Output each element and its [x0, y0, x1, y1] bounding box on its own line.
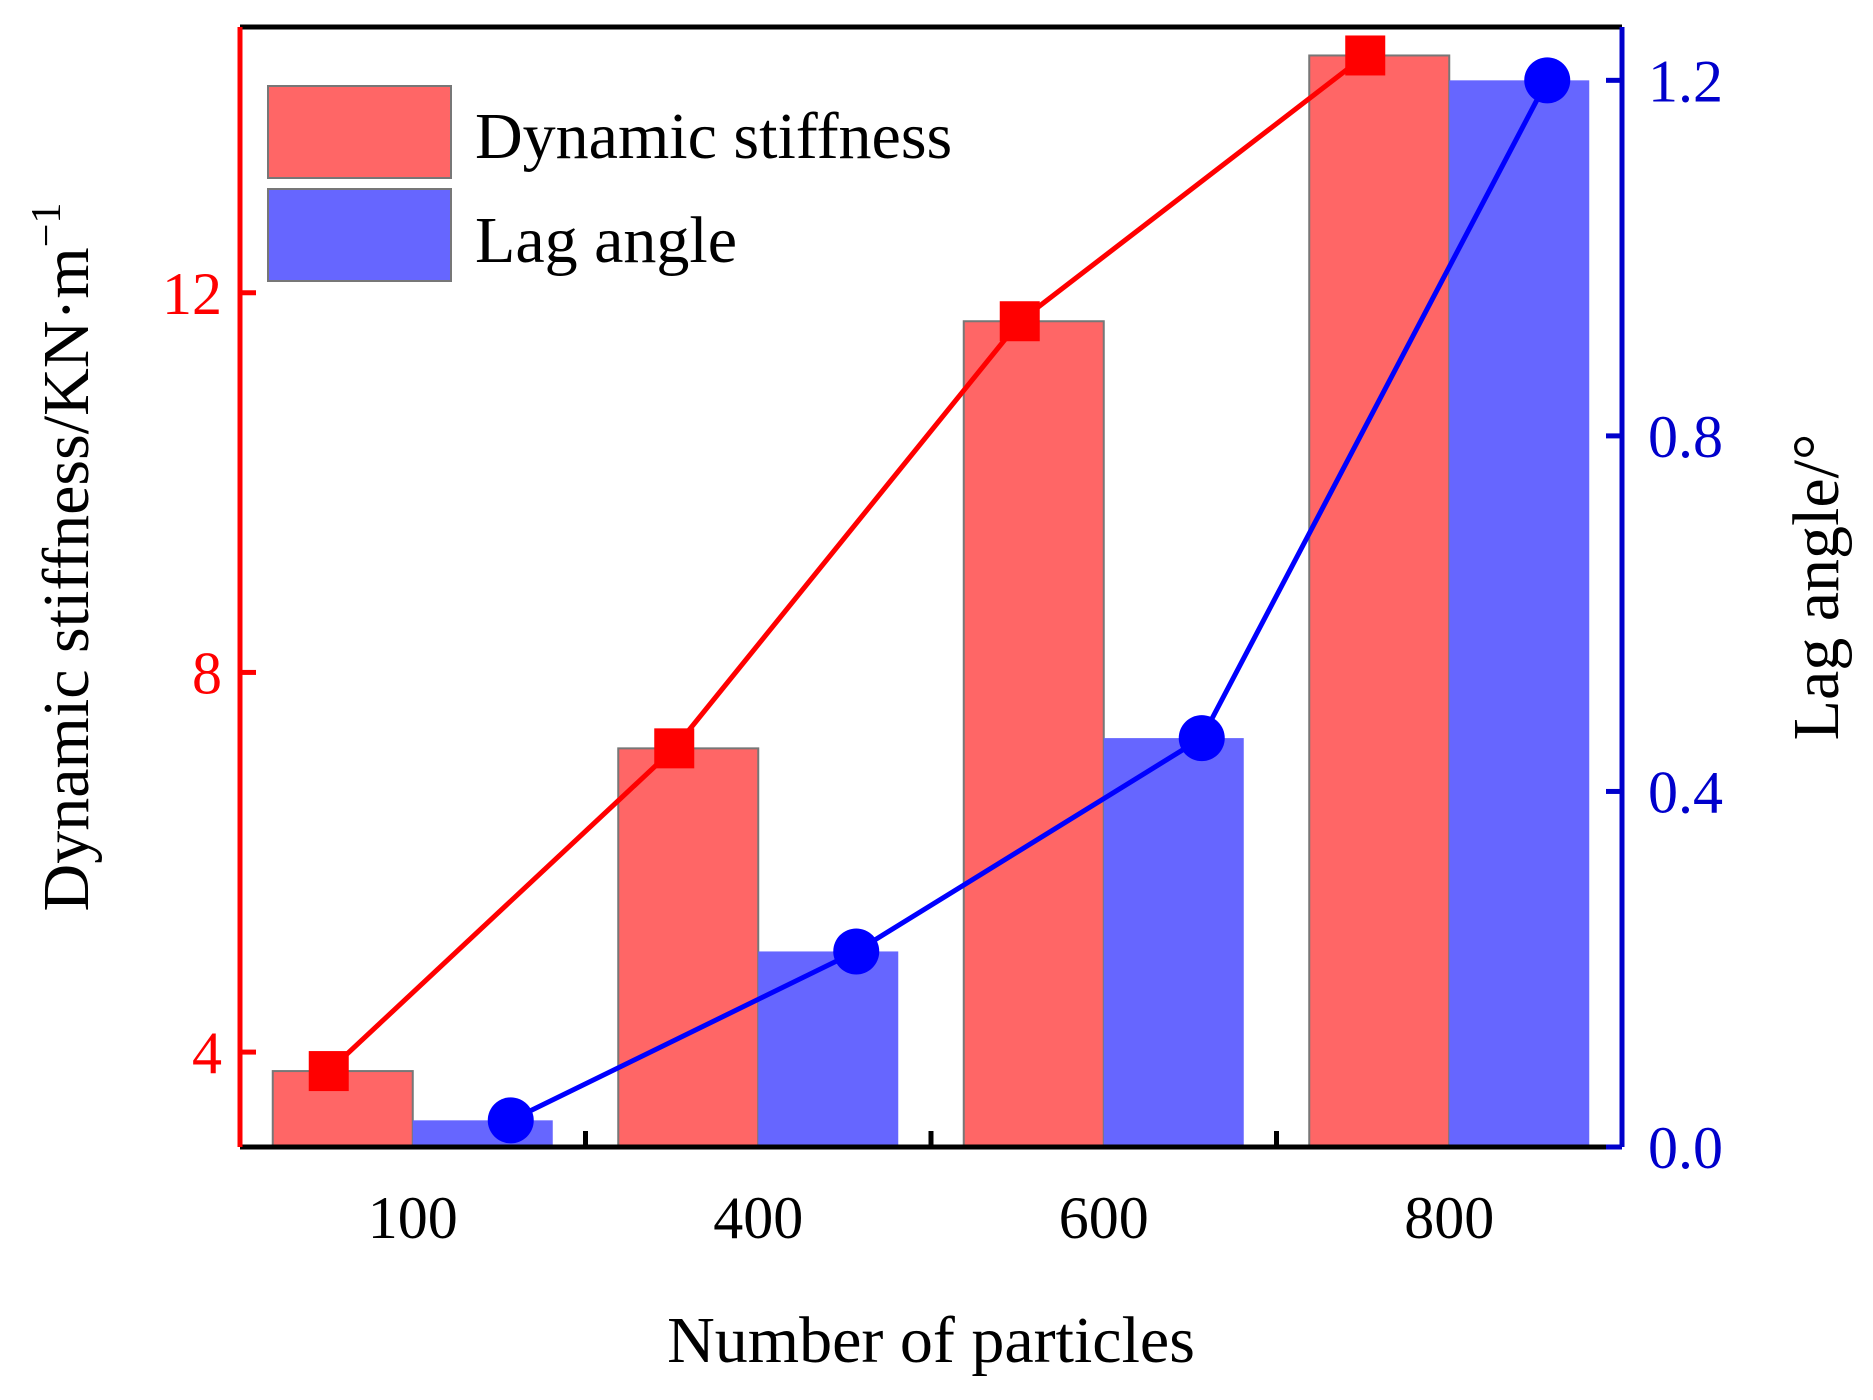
axes-layer	[237, 24, 1625, 1150]
x-axis-title: Number of particles	[667, 1304, 1195, 1377]
x-tick-label-800: 800	[1404, 1185, 1494, 1251]
stiffness-marker-800	[1345, 35, 1386, 76]
bars-layer	[271, 54, 1590, 1149]
lines-layer	[308, 35, 1571, 1144]
stiffness-marker-600	[999, 301, 1040, 342]
legend-swatch-lag-angle	[267, 188, 452, 282]
stiffness-marker-100	[308, 1051, 349, 1092]
lag-angle-marker-600	[1178, 715, 1225, 762]
left-y-axis-title-text: Dynamic stiffness/KN·m	[30, 247, 103, 911]
right-y-tick-label-1: 0.4	[1648, 759, 1723, 825]
left-y-tick-label-2: 12	[162, 261, 222, 327]
lag-angle-marker-400	[833, 928, 880, 975]
legend-label-dynamic-stiffness: Dynamic stiffness	[475, 100, 952, 173]
lag-angle-bar-600	[1103, 738, 1244, 1147]
x-tick-label-100: 100	[368, 1185, 458, 1251]
legend: Dynamic stiffness Lag angle	[267, 85, 952, 282]
stiffness-marker-400	[654, 728, 695, 769]
right-y-tick-label-3: 1.2	[1648, 48, 1723, 114]
lag-angle-line	[509, 79, 1550, 1123]
left-y-tick-label-1: 8	[192, 640, 222, 706]
stiffness-bar-400	[617, 747, 760, 1149]
x-tick-label-400: 400	[713, 1185, 803, 1251]
left-y-tick-label-0: 4	[192, 1020, 222, 1086]
lag-angle-marker-800	[1524, 57, 1571, 104]
right-y-tick-label-2: 0.8	[1648, 404, 1723, 470]
lag-angle-bar-800	[1449, 80, 1590, 1147]
x-tick-label-600: 600	[1059, 1185, 1149, 1251]
lag-angle-marker-100	[487, 1097, 534, 1144]
right-y-tick-label-0: 0.0	[1648, 1115, 1723, 1181]
legend-label-lag-angle: Lag angle	[475, 204, 737, 277]
legend-swatch-dynamic-stiffness	[267, 85, 452, 179]
labels-layer: 100 400 600 800 4 8 12 0.0 0.4 0.8 1.2 Number of pa…	[24, 48, 1853, 1377]
right-y-axis-title: Lag angle/°	[1780, 434, 1853, 741]
left-y-axis-title: Dynamic stiffness/KN·m−1	[24, 203, 103, 912]
stiffness-bar-600	[962, 320, 1105, 1148]
stiffness-bar-800	[1308, 54, 1451, 1148]
left-y-axis-title-superscript: −1	[24, 203, 70, 248]
lag-angle-bar-400	[758, 951, 899, 1147]
stiffness-line	[327, 53, 1367, 1073]
